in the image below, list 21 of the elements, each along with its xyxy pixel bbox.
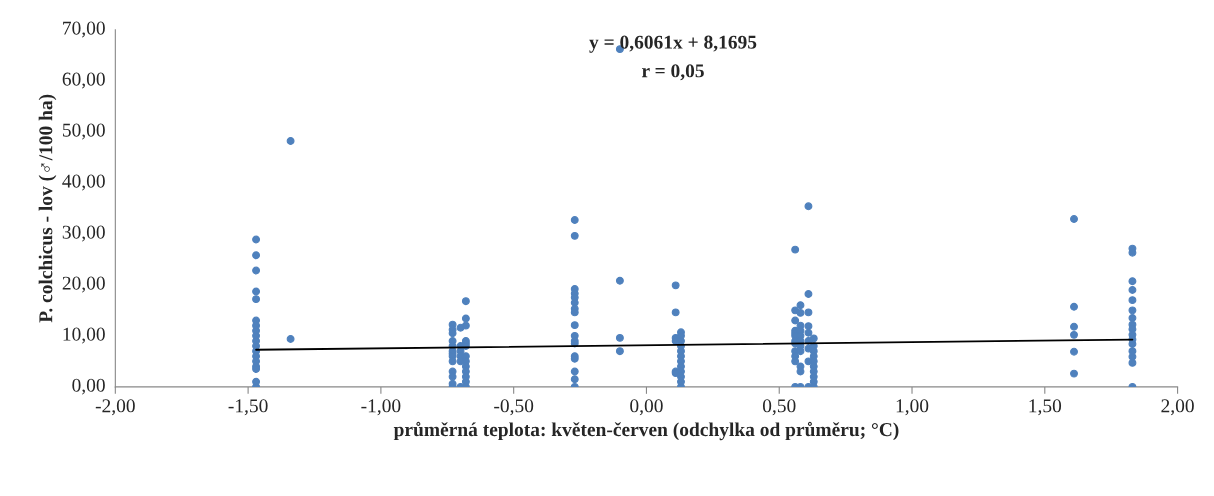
annotation: y = 0,6061x + 8,1695	[589, 35, 757, 53]
x-tick-label: 1,50	[1029, 399, 1062, 416]
x-tick-label: 0,00	[630, 399, 663, 416]
x-tick-label: -1,00	[361, 399, 401, 416]
x-axis-title: průměrná teplota: květen-červen (odchylka od průměru; °C)	[393, 421, 899, 441]
x-tick-label: 2,00	[1161, 399, 1194, 416]
y-tick-label: 50,00	[62, 123, 105, 140]
x-tick-label: -0,50	[494, 399, 534, 416]
annotation: r = 0,05	[641, 64, 704, 81]
x-tick-label: -2,00	[95, 399, 135, 416]
y-tick-label: 40,00	[62, 174, 105, 191]
y-tick-label: 70,00	[63, 21, 105, 38]
x-tick-label: 0,50	[762, 399, 796, 416]
y-tick-label: 10,00	[63, 327, 105, 344]
x-tick-label: -1,50	[228, 399, 268, 416]
y-tick-label: 60,00	[62, 72, 105, 89]
y-axis-title: P. colchicus - lov (♂/100 ha)	[38, 94, 57, 323]
y-tick-label: 0,00	[72, 378, 105, 395]
x-tick-label: 1,00	[896, 399, 929, 416]
y-tick-label: 30,00	[62, 225, 105, 242]
y-tick-label: 20,00	[62, 276, 105, 293]
